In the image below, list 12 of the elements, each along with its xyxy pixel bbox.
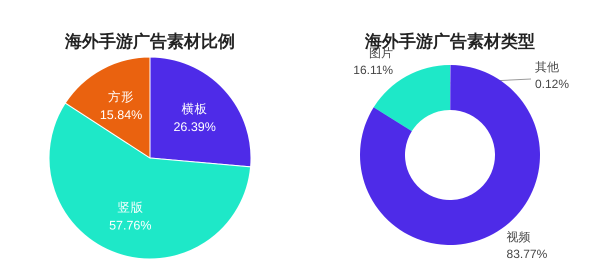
slice-label: 横板 <box>182 102 208 116</box>
data-label: 83.77% <box>506 247 548 262</box>
slice-label: 方形 <box>108 88 134 104</box>
slice-label: 视频 <box>506 230 531 244</box>
data-label: 15.84% <box>100 108 142 122</box>
data-label: 16.11% <box>353 63 394 78</box>
slice-label: 其他 <box>535 60 559 74</box>
data-label: 57.76% <box>109 218 152 232</box>
data-label: 0.12% <box>535 77 570 91</box>
data-label: 26.39% <box>173 120 216 134</box>
chart-title: 海外手游广告素材比例 <box>64 32 235 51</box>
slice-label: 竖版 <box>117 200 144 214</box>
